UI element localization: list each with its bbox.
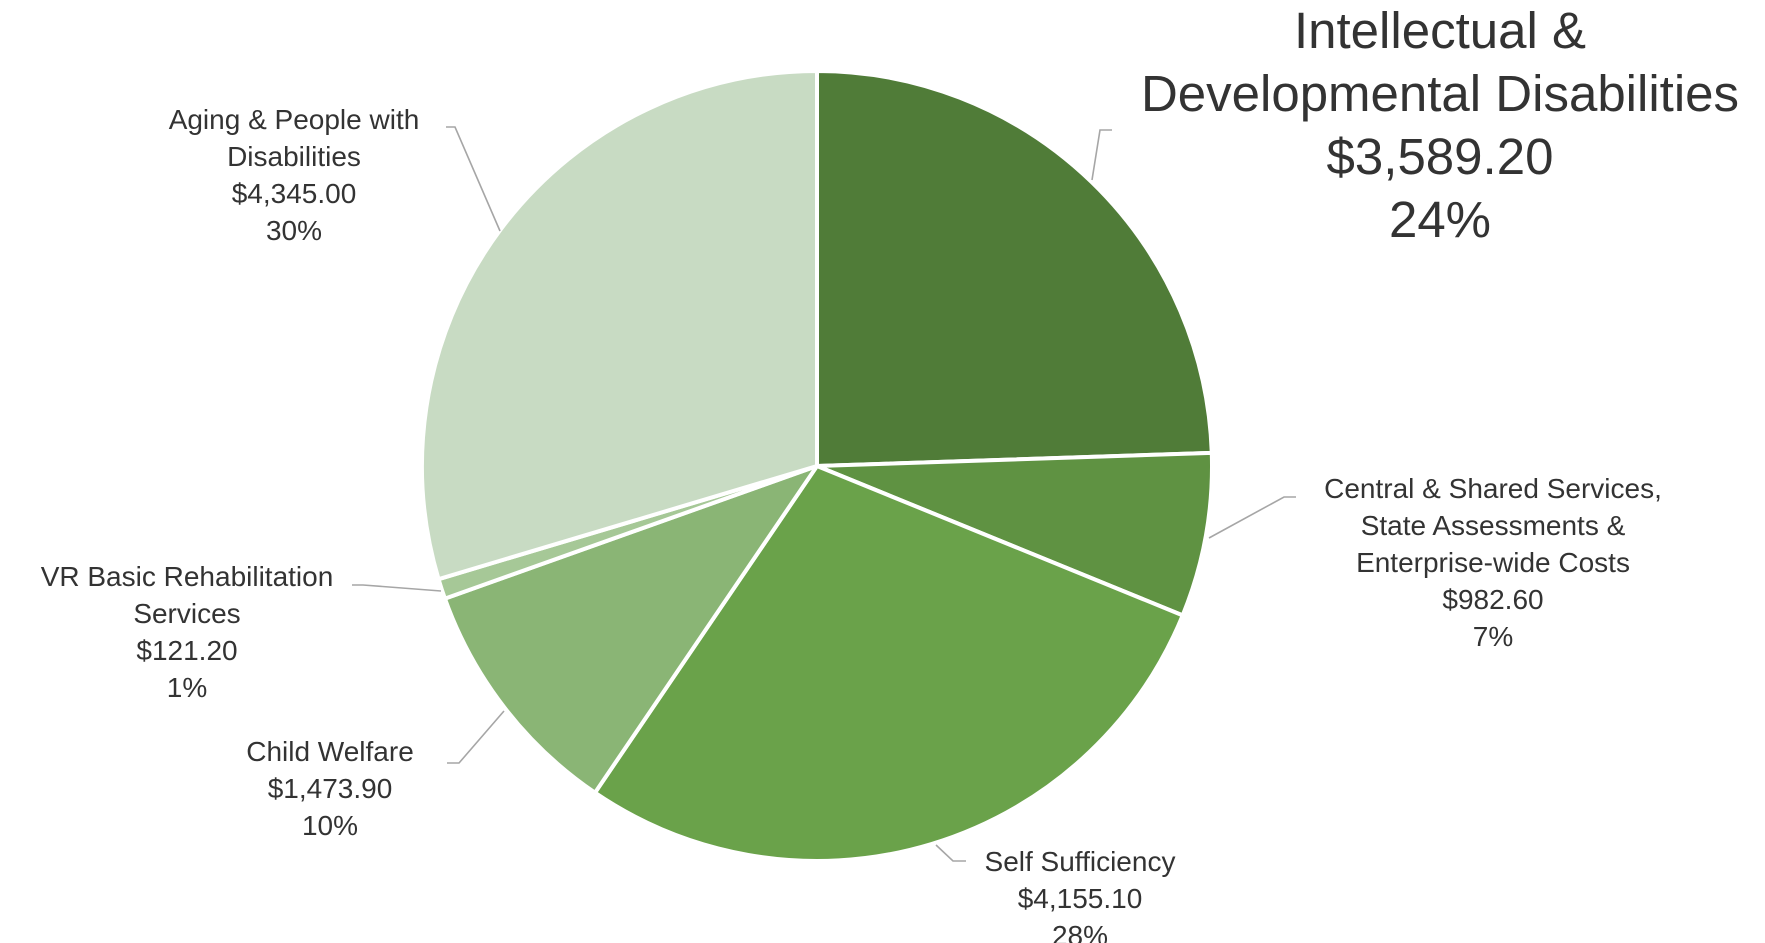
vr-basic-rehabilitation-services-value-label: $121.20 (136, 635, 237, 666)
vr-basic-rehabilitation-services-category-line: Services (133, 598, 240, 629)
central-and-shared-services-state-assessments-and-enterprise-wide-costs-category-line: Central & Shared Services, (1324, 473, 1662, 504)
child-welfare-category-line: Child Welfare (246, 736, 414, 767)
leader-lines (352, 126, 1296, 862)
intellectual-and-developmental-disabilities-category-line: Developmental Disabilities (1141, 65, 1739, 122)
central-and-shared-services-state-assessments-and-enterprise-wide-costs-percent-label: 7% (1473, 621, 1513, 652)
self-sufficiency-value-label: $4,155.10 (1018, 883, 1143, 914)
data-label-vr-basic-rehabilitation-services: VR Basic Rehabilitation Services $121.20 1% (41, 561, 334, 703)
pie-slices (420, 69, 1214, 863)
aging-and-people-with-disabilities-category-line: Disabilities (227, 141, 361, 172)
intellectual-and-developmental-disabilities-category-line: Intellectual & (1294, 2, 1586, 59)
leader-line-child-welfare (447, 710, 505, 764)
aging-and-people-with-disabilities-category-line: Aging & People with (169, 104, 420, 135)
data-labels: Intellectual & Developmental Disabilities… (41, 2, 1739, 943)
vr-basic-rehabilitation-services-percent-label: 1% (167, 672, 207, 703)
data-label-central-and-shared-services-state-assessments-and-enterprise-wide-costs: Central & Shared Services, State Assessme… (1324, 473, 1662, 652)
central-and-shared-services-state-assessments-and-enterprise-wide-costs-category-line: Enterprise-wide Costs (1356, 547, 1630, 578)
leader-line-intellectual-and-developmental-disabilities (1091, 129, 1112, 181)
slice-self-sufficiency (592, 464, 1185, 863)
data-label-self-sufficiency: Self Sufficiency $4,155.10 28% (985, 846, 1176, 943)
vr-basic-rehabilitation-services-category-line: VR Basic Rehabilitation (41, 561, 334, 592)
child-welfare-percent-label: 10% (302, 810, 358, 841)
slice-child-welfare (442, 464, 819, 795)
leader-line-central-and-shared-services-state-assessments-and-enterprise-wide-costs (1208, 496, 1296, 539)
leader-line-vr-basic-rehabilitation-services (352, 584, 442, 592)
aging-and-people-with-disabilities-value-label: $4,345.00 (232, 178, 357, 209)
central-and-shared-services-state-assessments-and-enterprise-wide-costs-category-line: State Assessments & (1361, 510, 1626, 541)
slice-central-and-shared-services-state-assessments-and-enterprise-wide-costs (815, 450, 1214, 618)
slice-intellectual-and-developmental-disabilities (815, 69, 1214, 468)
central-and-shared-services-state-assessments-and-enterprise-wide-costs-value-label: $982.60 (1442, 584, 1543, 615)
intellectual-and-developmental-disabilities-percent-label: 24% (1389, 191, 1491, 248)
data-label-child-welfare: Child Welfare $1,473.90 10% (246, 736, 414, 841)
self-sufficiency-category-line: Self Sufficiency (985, 846, 1176, 877)
data-label-intellectual-and-developmental-disabilities: Intellectual & Developmental Disabilities… (1141, 2, 1739, 248)
data-label-aging-and-people-with-disabilities: Aging & People with Disabilities $4,345.00… (169, 104, 420, 246)
aging-and-people-with-disabilities-percent-label: 30% (266, 215, 322, 246)
child-welfare-value-label: $1,473.90 (268, 773, 393, 804)
leader-line-self-sufficiency (935, 844, 966, 862)
leader-line-aging-and-people-with-disabilities (446, 126, 501, 232)
intellectual-and-developmental-disabilities-value-label: $3,589.20 (1327, 128, 1554, 185)
self-sufficiency-percent-label: 28% (1052, 920, 1108, 943)
